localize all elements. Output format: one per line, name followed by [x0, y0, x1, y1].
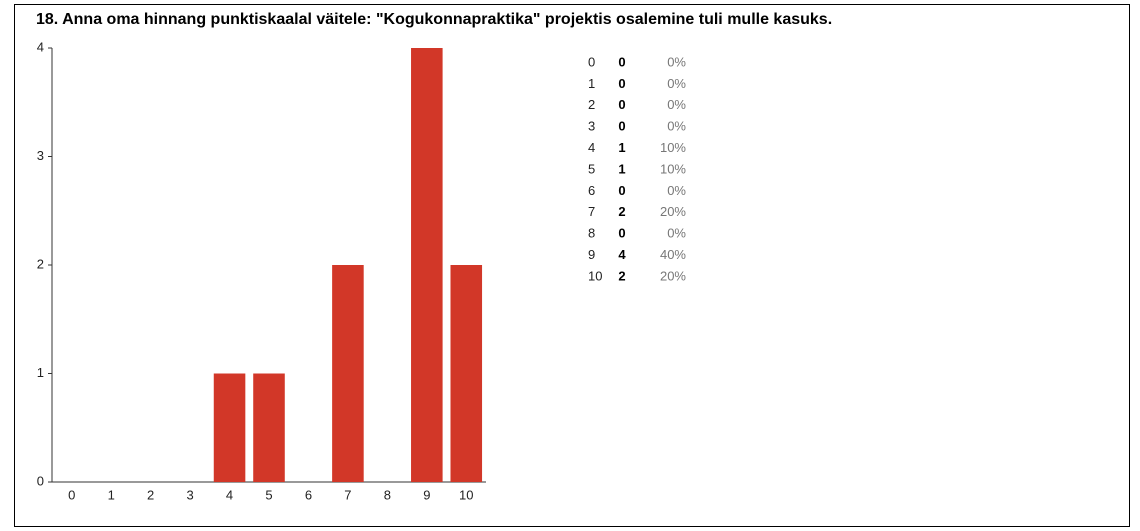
y-tick-label: 0: [37, 473, 44, 488]
table-count: 0: [618, 226, 625, 241]
table-percent: 0%: [667, 54, 686, 69]
x-tick-label: 5: [265, 487, 272, 502]
y-tick-label: 2: [37, 256, 44, 271]
bar: [213, 373, 246, 482]
table-count: 0: [618, 183, 625, 198]
x-tick-label: 0: [68, 487, 75, 502]
table-count: 2: [618, 268, 625, 283]
x-tick-label: 3: [186, 487, 193, 502]
table-count: 4: [618, 247, 626, 262]
table-category: 1: [588, 76, 595, 91]
bar: [411, 48, 443, 482]
table-count: 0: [618, 97, 625, 112]
table-category: 7: [588, 204, 595, 219]
x-tick-label: 1: [108, 487, 115, 502]
table-percent: 0%: [667, 97, 686, 112]
table-percent: 20%: [660, 204, 686, 219]
table-category: 6: [588, 183, 595, 198]
x-tick-label: 10: [459, 487, 473, 502]
y-tick-label: 4: [37, 39, 44, 54]
table-percent: 10%: [660, 161, 686, 176]
table-count: 1: [618, 140, 625, 155]
x-tick-label: 2: [147, 487, 154, 502]
table-count: 0: [618, 54, 625, 69]
table-percent: 0%: [667, 119, 686, 134]
x-tick-label: 7: [344, 487, 351, 502]
table-category: 5: [588, 161, 595, 176]
chart-title: 18. Anna oma hinnang punktiskaalal väite…: [36, 11, 832, 28]
frame: [14, 4, 1130, 527]
table-percent: 20%: [660, 268, 686, 283]
table-percent: 10%: [660, 140, 686, 155]
bar: [253, 373, 285, 482]
table-percent: 0%: [667, 183, 686, 198]
x-tick-label: 6: [305, 487, 312, 502]
table-percent: 0%: [667, 226, 686, 241]
bar: [450, 265, 483, 482]
table-category: 10: [588, 268, 602, 283]
table-category: 0: [588, 54, 595, 69]
x-tick-label: 9: [423, 487, 430, 502]
bar: [332, 265, 364, 482]
table-category: 3: [588, 119, 595, 134]
table-count: 1: [618, 161, 625, 176]
table-count: 0: [618, 76, 625, 91]
table-category: 9: [588, 247, 595, 262]
y-tick-label: 1: [37, 365, 44, 380]
table-category: 8: [588, 226, 595, 241]
table-category: 4: [588, 140, 595, 155]
x-tick-label: 4: [226, 487, 233, 502]
x-tick-label: 8: [384, 487, 391, 502]
table-category: 2: [588, 97, 595, 112]
table-percent: 40%: [660, 247, 686, 262]
table-count: 0: [618, 119, 625, 134]
y-tick-label: 3: [37, 148, 44, 163]
table-percent: 0%: [667, 76, 686, 91]
table-count: 2: [618, 204, 625, 219]
